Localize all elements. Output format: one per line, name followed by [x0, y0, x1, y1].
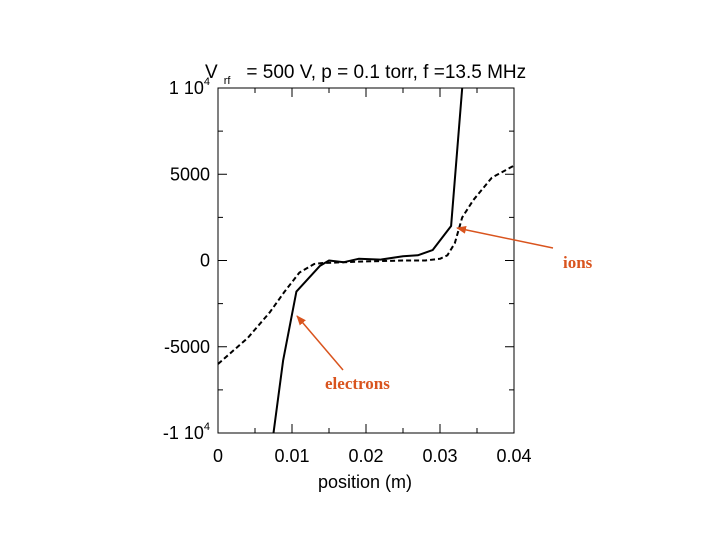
electrons-annotation: electrons [325, 374, 390, 393]
x-tick-label: 0.04 [496, 446, 531, 466]
series-layer [217, 87, 515, 434]
ions-annotation: ions [563, 253, 593, 272]
title-rest: = 500 V, p = 0.1 torr, f =13.5 MHz [246, 62, 526, 83]
series-ions [217, 164, 515, 365]
ions-arrow [456, 225, 554, 249]
ticks [217, 87, 515, 434]
y-tick-label: 1 104 [169, 76, 210, 98]
series-electrons [272, 87, 464, 434]
y-tick-label: -1 104 [163, 421, 210, 443]
x-axis-label: position (m) [318, 472, 412, 492]
y-tick-label: -5000 [164, 337, 210, 357]
x-tick-labels: 0 0.01 0.02 0.03 0.04 [213, 446, 532, 466]
y-tick-labels: 1 104 5000 0 -5000 -1 104 [163, 76, 210, 443]
y-tick-label: 0 [200, 251, 210, 271]
y-tick-label: 5000 [170, 164, 210, 184]
title-rf-subscript: rf [224, 75, 232, 87]
title-v: V [205, 62, 218, 83]
x-tick-label: 0.02 [348, 446, 383, 466]
electrons-arrow [296, 315, 344, 371]
x-tick-label: 0.03 [422, 446, 457, 466]
x-tick-label: 0.01 [274, 446, 309, 466]
x-tick-label: 0 [213, 446, 223, 466]
